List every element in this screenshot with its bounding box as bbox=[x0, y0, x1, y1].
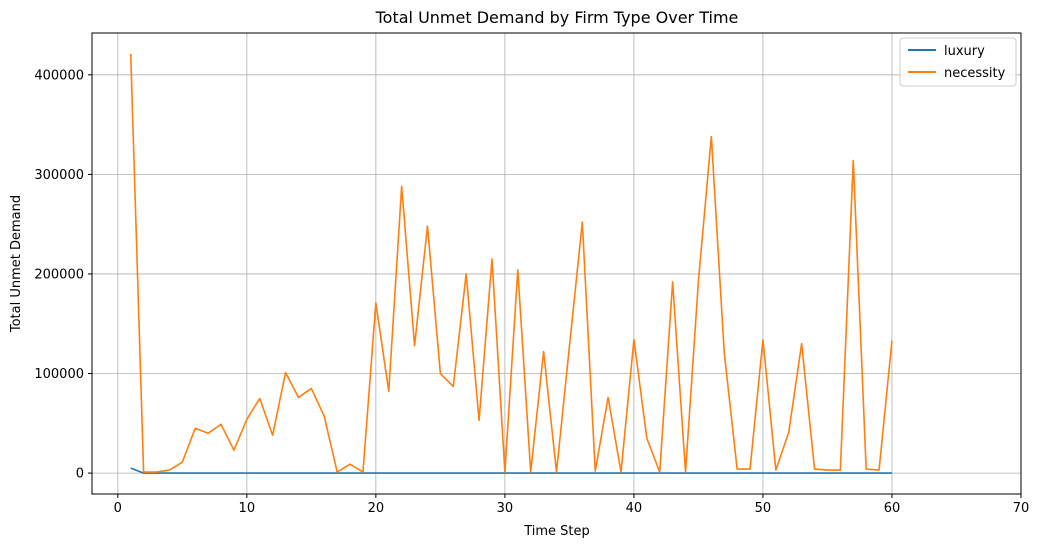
series-lines bbox=[129, 53, 893, 474]
x-tick-label: 0 bbox=[114, 501, 122, 516]
y-tick-label: 300000 bbox=[34, 168, 84, 183]
legend-label-necessity: necessity bbox=[944, 66, 1006, 81]
x-tick-label: 60 bbox=[884, 501, 901, 516]
x-tick-label: 40 bbox=[626, 501, 643, 516]
plot-frame bbox=[91, 32, 1022, 495]
x-tick-label: 70 bbox=[1013, 501, 1030, 516]
x-axis-ticks: 0 10 20 30 40 50 60 70 bbox=[114, 494, 1030, 516]
y-axis-ticks: 0 100000 200000 300000 400000 bbox=[34, 68, 92, 482]
y-tick-label: 100000 bbox=[34, 367, 84, 382]
x-tick-label: 20 bbox=[368, 501, 385, 516]
x-axis-label: Time Step bbox=[523, 524, 590, 539]
y-tick-label: 400000 bbox=[34, 68, 84, 83]
x-tick-label: 30 bbox=[497, 501, 514, 516]
x-tick-label: 10 bbox=[239, 501, 256, 516]
chart-title: Total Unmet Demand by Firm Type Over Tim… bbox=[375, 8, 739, 27]
y-tick-label: 0 bbox=[76, 467, 84, 482]
y-tick-label: 200000 bbox=[34, 267, 84, 282]
y-axis-label: Total Unmet Demand bbox=[9, 195, 24, 333]
series-line-luxury bbox=[130, 467, 892, 474]
legend-label-luxury: luxury bbox=[944, 44, 985, 59]
series-line-necessity bbox=[129, 53, 893, 473]
legend: luxury necessity bbox=[899, 37, 1017, 87]
x-tick-label: 50 bbox=[755, 501, 772, 516]
